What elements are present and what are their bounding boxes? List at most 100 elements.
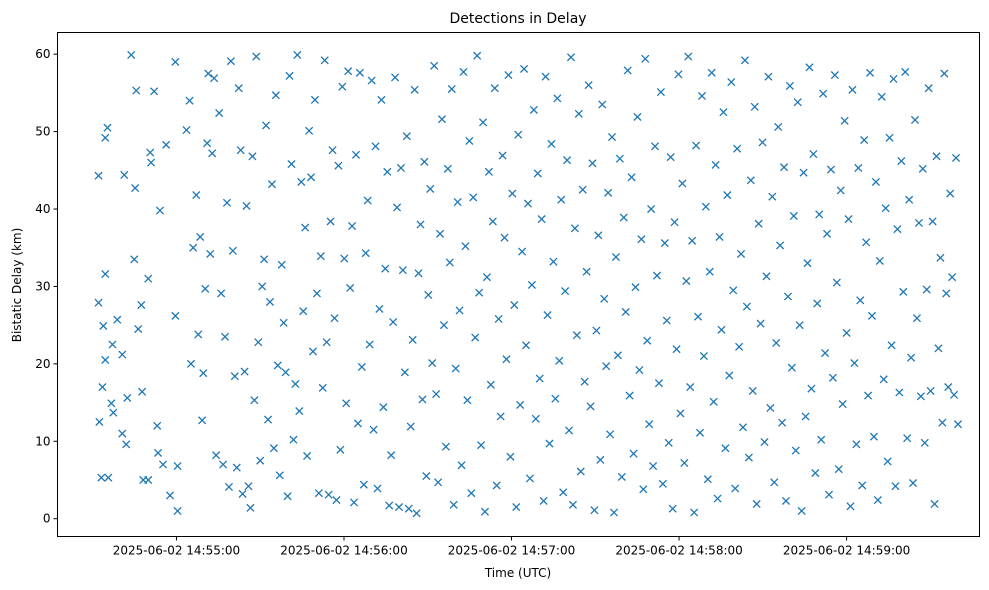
data-point — [762, 272, 771, 281]
data-point — [920, 438, 929, 447]
data-point — [811, 468, 820, 478]
data-point — [580, 377, 589, 386]
data-point — [267, 180, 277, 189]
data-point — [510, 300, 519, 310]
data-point — [97, 473, 106, 482]
data-point — [768, 192, 777, 201]
data-point — [555, 356, 564, 365]
data-point — [912, 314, 922, 323]
data-point — [568, 500, 578, 509]
data-point — [549, 257, 558, 266]
data-point — [138, 387, 147, 396]
data-point — [250, 396, 259, 405]
data-point — [559, 488, 568, 497]
data-point — [707, 68, 716, 77]
data-point — [776, 241, 785, 250]
data-point — [822, 229, 832, 238]
data-point — [518, 247, 527, 256]
x-tick-label: 2025-06-02 14:56:00 — [280, 544, 407, 558]
data-point — [275, 471, 284, 480]
data-point — [596, 455, 605, 464]
data-point — [725, 371, 734, 380]
data-point — [535, 374, 544, 383]
data-point — [693, 312, 703, 321]
data-point — [742, 302, 751, 311]
data-point — [942, 289, 951, 298]
data-point — [285, 71, 294, 80]
data-point — [418, 395, 427, 404]
data-point — [733, 144, 742, 153]
data-point — [660, 239, 669, 248]
data-point — [398, 266, 407, 275]
data-point — [198, 416, 207, 425]
data-point — [451, 364, 460, 373]
data-point — [948, 273, 957, 282]
data-point — [592, 326, 601, 335]
data-point — [877, 92, 886, 101]
data-point — [478, 118, 488, 127]
data-point — [367, 76, 376, 85]
y-tick-label: 20 — [35, 357, 50, 371]
data-point — [600, 294, 609, 303]
data-point — [512, 503, 521, 512]
data-point — [208, 149, 217, 158]
data-point — [104, 473, 113, 482]
data-point — [729, 286, 738, 295]
data-point — [907, 353, 916, 362]
data-point — [940, 69, 949, 78]
x-axis-title: Time (UTC) — [484, 566, 551, 580]
data-point — [891, 482, 900, 491]
data-point — [232, 463, 241, 472]
data-point — [473, 51, 482, 60]
data-point — [606, 430, 615, 439]
data-point — [541, 72, 550, 81]
data-point — [832, 278, 841, 287]
data-point — [523, 199, 533, 208]
data-point — [953, 420, 963, 429]
data-point — [430, 61, 439, 70]
data-point — [506, 452, 515, 461]
data-point — [196, 232, 205, 241]
data-point — [475, 288, 484, 297]
data-point — [783, 292, 793, 301]
data-point — [793, 98, 802, 107]
data-point — [695, 428, 705, 437]
data-point — [617, 472, 626, 481]
data-point — [248, 152, 257, 161]
data-point — [262, 121, 271, 130]
data-point — [381, 264, 390, 273]
data-point — [94, 298, 103, 307]
data-point — [723, 191, 732, 200]
data-point — [805, 63, 814, 72]
data-point — [652, 271, 662, 280]
data-point — [217, 289, 226, 298]
data-point — [746, 176, 755, 185]
x-tick-label: 2025-06-02 14:59:00 — [783, 544, 910, 558]
data-point — [539, 496, 548, 505]
data-point — [697, 91, 707, 101]
data-point — [379, 403, 388, 412]
data-point — [717, 325, 726, 334]
data-point — [504, 71, 513, 80]
data-point — [766, 403, 775, 413]
data-point — [457, 461, 466, 470]
data-point — [502, 355, 511, 364]
data-point — [289, 435, 298, 444]
data-point — [153, 448, 163, 457]
data-point — [144, 274, 153, 283]
data-point — [109, 408, 118, 417]
data-point — [240, 367, 249, 376]
data-point — [613, 351, 622, 360]
data-point — [670, 218, 679, 227]
data-point — [609, 508, 619, 517]
data-point — [875, 256, 884, 265]
data-point — [650, 142, 660, 151]
data-point — [222, 198, 232, 207]
data-point — [936, 253, 945, 262]
data-point — [490, 84, 499, 93]
data-point — [934, 344, 943, 353]
data-point — [199, 369, 208, 378]
data-point — [633, 112, 642, 121]
data-point — [445, 258, 454, 267]
data-point — [791, 446, 800, 455]
